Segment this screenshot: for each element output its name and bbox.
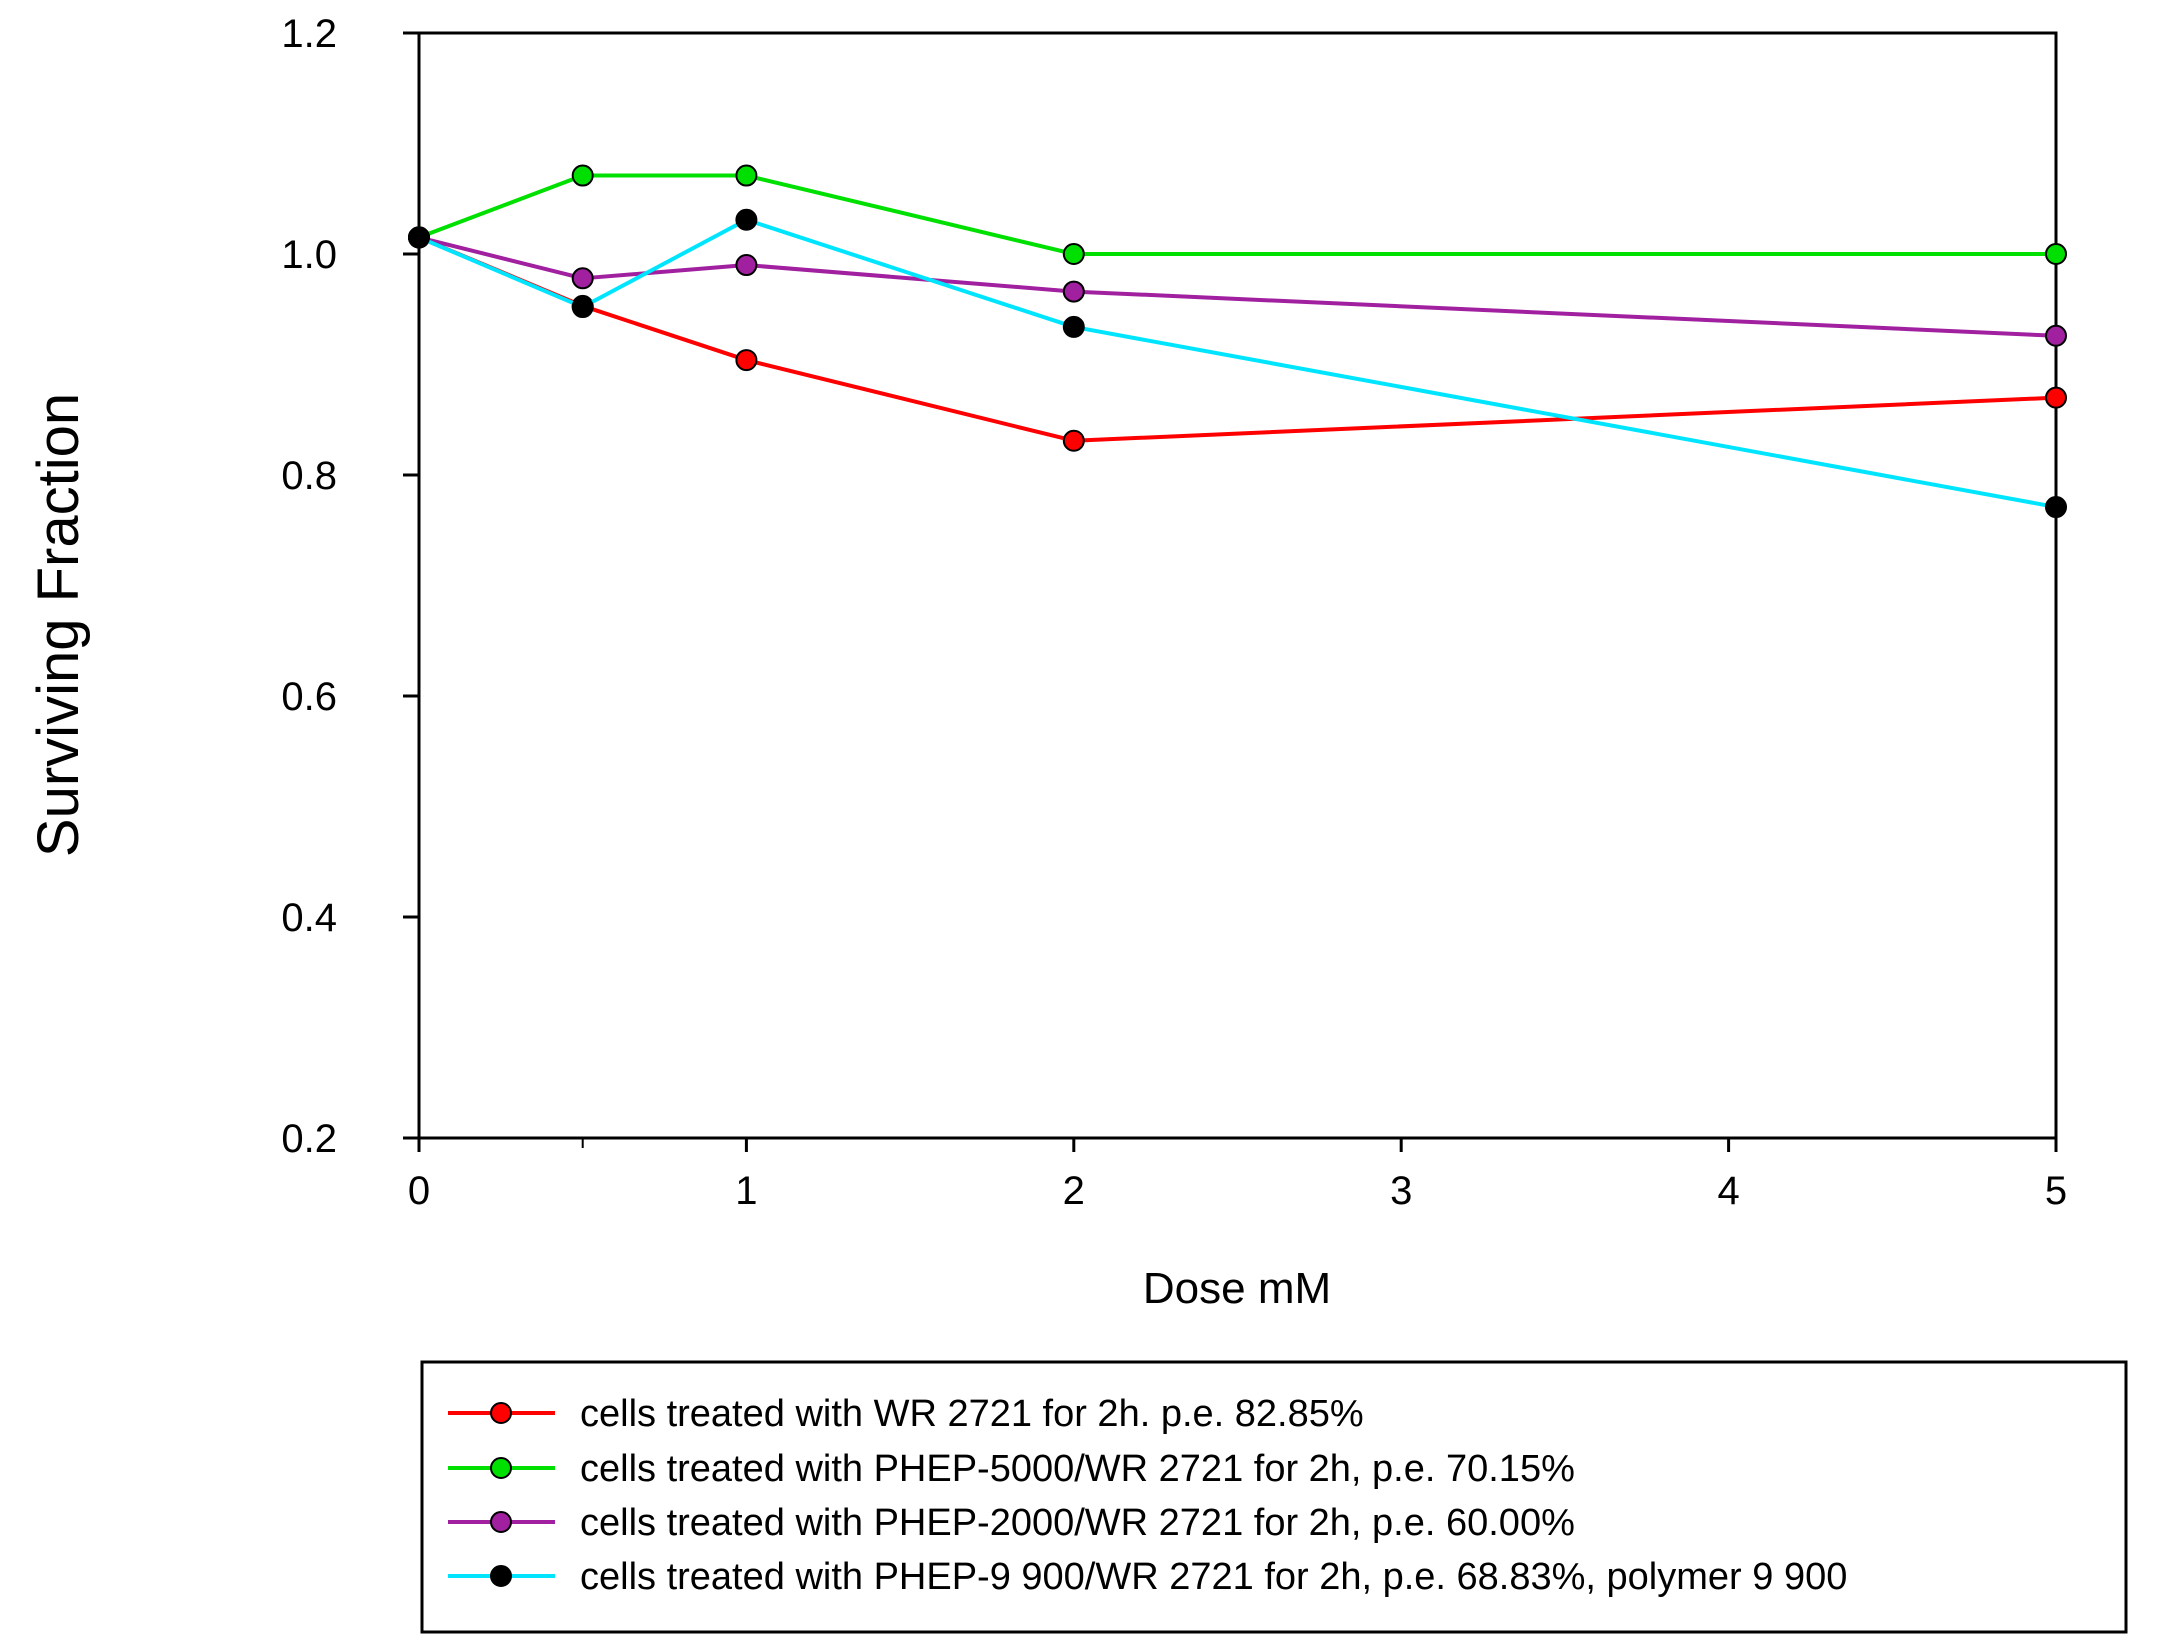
data-point xyxy=(2045,324,2067,347)
series-1 xyxy=(408,164,2067,265)
x-tick-label: 5 xyxy=(2045,1169,2067,1213)
series-0 xyxy=(408,226,2067,452)
legend-label: cells treated with PHEP-5000/WR 2721 for… xyxy=(580,1448,1575,1490)
series-3 xyxy=(408,208,2067,519)
data-point xyxy=(571,296,594,319)
y-tick-label: 1.2 xyxy=(281,12,337,56)
axes xyxy=(417,31,2058,1140)
data-point xyxy=(735,164,758,187)
data-point xyxy=(2045,496,2067,519)
y-axis-title: Surviving Fraction xyxy=(26,393,91,857)
data-point xyxy=(571,267,594,290)
plot-area xyxy=(417,31,2058,1140)
data-point xyxy=(735,208,758,231)
x-tick-label: 1 xyxy=(735,1169,757,1213)
axis-ticks: 0 1 2 3 4 5 0.2 0.4 0.6 0.8 1.0 1.2 xyxy=(281,12,2067,1213)
y-tick-label: 0.8 xyxy=(281,454,337,498)
data-point xyxy=(735,254,758,277)
data-point xyxy=(408,226,430,249)
series-2 xyxy=(408,226,2067,347)
series-line xyxy=(418,217,2057,510)
legend: cells treated with WR 2721 for 2h. p.e. … xyxy=(420,1360,2128,1634)
legend-label: cells treated with PHEP-2000/WR 2721 for… xyxy=(580,1502,1575,1544)
series-line xyxy=(418,173,2056,256)
x-tick-label: 0 xyxy=(408,1169,430,1213)
data-point xyxy=(1062,315,1085,338)
x-axis-title: Dose mM xyxy=(1143,1264,1331,1313)
data-point xyxy=(735,349,758,372)
x-tick-label: 2 xyxy=(1063,1169,1085,1213)
data-point xyxy=(2045,386,2067,409)
data-point xyxy=(2045,243,2067,265)
data-point xyxy=(1062,280,1085,303)
data-series xyxy=(408,164,2067,519)
y-tick-label: 0.6 xyxy=(281,675,337,719)
legend-swatch-marker xyxy=(490,1402,512,1424)
legend-label: cells treated with WR 2721 for 2h. p.e. … xyxy=(580,1393,1364,1435)
data-point xyxy=(1062,429,1085,452)
data-point xyxy=(1062,243,1085,265)
data-point xyxy=(571,164,594,187)
legend-label: cells treated with PHEP-9 900/WR 2721 fo… xyxy=(580,1556,1847,1598)
legend-swatch-marker xyxy=(490,1565,512,1587)
y-tick-label: 1.0 xyxy=(281,233,337,277)
series-line xyxy=(418,235,2057,443)
y-tick-label: 0.4 xyxy=(281,896,337,940)
legend-box xyxy=(420,1360,2128,1634)
x-tick-label: 4 xyxy=(1717,1169,1739,1213)
x-tick-label: 3 xyxy=(1390,1169,1412,1213)
y-tick-label: 0.2 xyxy=(281,1117,337,1161)
legend-swatch-marker xyxy=(490,1457,512,1479)
legend-swatch-marker xyxy=(490,1511,512,1533)
